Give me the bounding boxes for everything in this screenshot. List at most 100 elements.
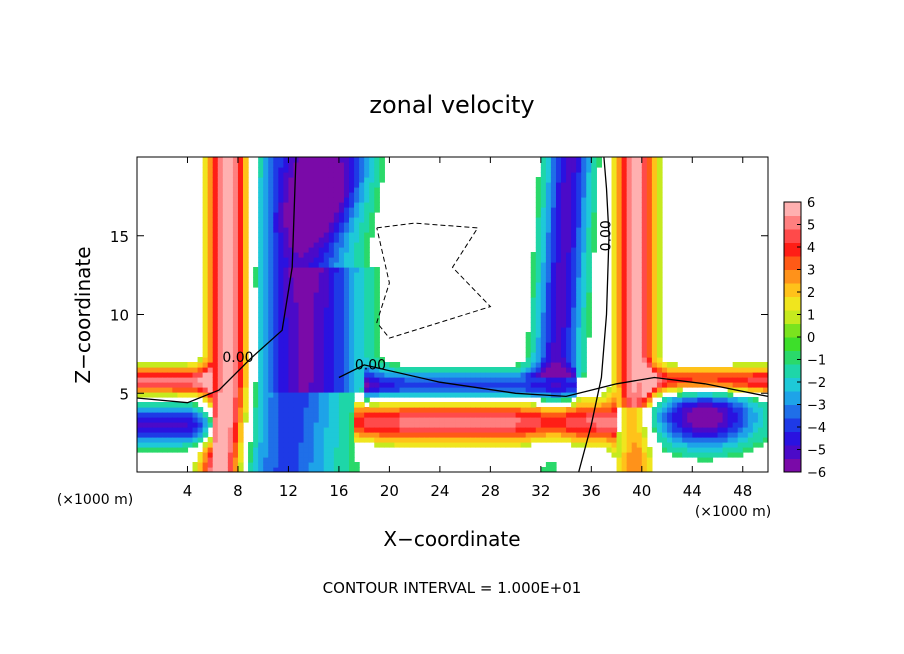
field-cell [545,262,552,268]
field-cell [308,442,315,448]
field-cell [429,442,436,448]
field-cell [288,392,295,398]
field-cell [591,247,597,253]
field-cell [409,402,416,408]
field-cell [243,292,249,298]
field-cell [369,357,375,363]
field-cell [535,372,542,378]
field-cell [207,272,214,278]
field-cell [379,377,385,383]
field-cell [586,177,592,183]
field-cell [222,432,229,438]
field-cell [354,467,360,472]
field-cell [263,302,269,308]
field-cell [631,157,638,163]
field-cell [333,452,340,458]
field-cell [283,332,290,338]
field-cell [747,417,754,423]
field-cell [359,252,365,258]
field-cell [232,292,239,298]
field-cell [197,387,204,393]
field-cell [586,317,592,323]
field-cell [263,187,269,193]
field-cell [364,367,370,373]
field-cell [212,192,219,198]
field-cell [237,412,244,418]
field-cell [318,217,325,223]
field-cell [566,332,572,338]
field-cell [273,412,279,418]
field-cell [207,307,214,313]
field-cell [601,432,608,438]
field-cell [303,442,310,448]
field-cell [636,217,643,223]
field-cell [263,422,269,428]
field-cell [263,317,269,323]
field-cell [167,407,173,413]
field-cell [369,332,375,338]
field-cell [611,377,618,383]
field-cell [268,332,274,338]
field-cell [535,217,542,223]
field-cell [550,302,557,308]
field-cell [333,432,340,438]
field-cell [480,432,486,438]
field-cell [747,397,754,403]
field-cell [500,387,507,393]
field-cell [212,317,219,323]
field-cell [505,417,512,423]
field-cell [661,422,668,428]
field-cell [253,467,259,472]
field-cell [732,372,739,378]
field-cell [354,362,360,368]
field-cell [288,327,295,333]
field-cell [333,217,340,223]
field-cell [328,222,335,228]
field-cell [263,347,269,353]
field-cell [495,392,502,398]
field-cell [364,247,370,253]
field-cell [621,377,628,383]
field-cell [157,412,163,418]
field-cell [732,412,739,418]
field-cell [227,162,234,168]
field-cell [217,407,224,413]
field-cell [303,247,310,253]
field-cell [545,247,552,253]
field-cell [646,267,653,273]
field-cell [343,167,350,173]
field-cell [540,252,547,258]
field-cell [591,202,597,208]
field-cell [646,277,653,283]
field-cell [147,412,153,418]
field-cell [586,252,592,258]
field-cell [540,192,547,198]
field-cell [258,297,264,303]
field-cell [364,357,370,363]
field-cell [369,372,375,378]
field-cell [596,432,603,438]
field-cell [667,417,673,423]
field-cell [147,422,153,428]
field-cell [384,442,390,448]
field-cell [323,372,330,378]
field-cell [227,322,234,328]
field-cell [343,207,350,213]
field-cell [631,177,638,183]
field-cell [222,247,229,253]
field-cell [646,302,653,308]
field-cell [288,447,295,453]
field-cell [333,457,340,463]
field-cell [369,167,375,173]
field-cell [444,412,451,418]
field-cell [212,387,219,393]
field-cell [540,212,547,218]
field-cell [369,342,375,348]
field-cell [581,297,587,303]
field-cell [561,297,567,303]
field-cell [621,187,628,193]
field-cell [258,227,264,233]
field-cell [530,277,537,283]
field-cell [222,387,229,393]
field-cell [424,442,431,448]
